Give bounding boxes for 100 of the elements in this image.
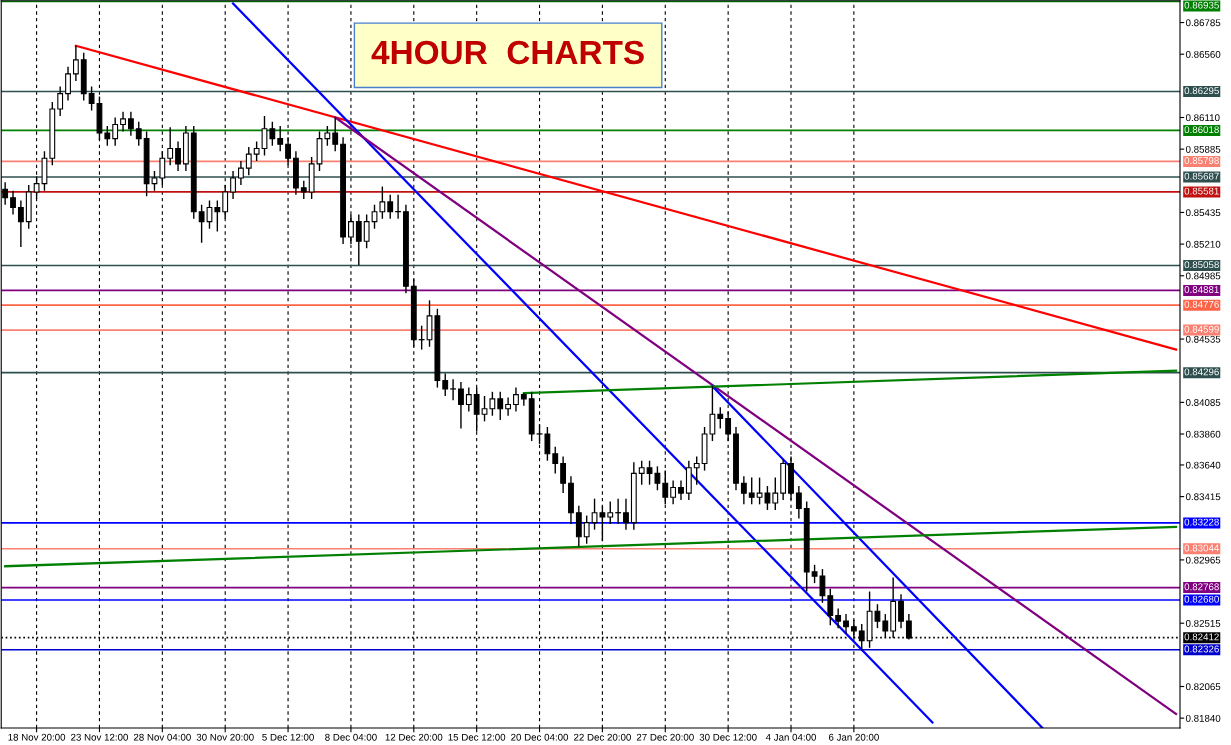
ref-line-label: 0.84599	[1184, 325, 1219, 333]
x-tick-label: 30 Dec 12:00	[699, 733, 757, 741]
x-tick-label: 8 Dec 04:00	[325, 733, 377, 741]
ref-line-label: 0.86935	[1184, 1, 1219, 9]
candlestick	[175, 140, 181, 172]
y-tick-label: 0.85435	[1185, 209, 1221, 217]
candlestick	[65, 66, 71, 102]
candlestick	[10, 189, 16, 216]
y-tick-label: 0.83415	[1185, 493, 1221, 501]
ref-line-label: 0.82680	[1184, 595, 1219, 603]
candlestick	[615, 498, 622, 525]
candlestick	[300, 180, 307, 200]
x-tick-label: 20 Dec 04:00	[511, 733, 569, 741]
candlestick	[678, 479, 684, 501]
candlestick	[748, 476, 755, 506]
ref-line-label: 0.83044	[1184, 544, 1220, 552]
ref-line-label: 0.84776	[1184, 300, 1219, 308]
y-tick-label: 0.86785	[1185, 19, 1221, 27]
candlestick	[583, 514, 590, 545]
candlestick	[238, 160, 244, 186]
ref-line-label: 0.84296	[1184, 368, 1219, 376]
candlestick	[72, 45, 79, 82]
candlestick	[442, 372, 449, 397]
candlestick	[127, 111, 134, 137]
x-tick-label: 28 Nov 04:00	[133, 733, 191, 741]
ref-line-label: 0.83228	[1184, 518, 1219, 526]
y-tick-label: 0.86110	[1185, 114, 1220, 122]
ref-line-label: 0.85687	[1184, 172, 1219, 180]
candlestick	[827, 588, 834, 627]
x-tick-label: 5 Dec 12:00	[262, 733, 314, 741]
candlestick	[363, 213, 370, 250]
ref-line-label: 0.86295	[1184, 87, 1219, 95]
x-tick-label: 6 Jan 20:00	[828, 733, 879, 741]
y-tick-label: 0.84985	[1185, 272, 1221, 280]
candlestick	[395, 194, 401, 220]
x-tick-label: 12 Dec 20:00	[385, 733, 443, 741]
y-tick-label: 0.85885	[1185, 145, 1221, 153]
candlestick	[497, 391, 504, 421]
candlestick	[458, 381, 464, 430]
x-tick-label: 18 Nov 20:00	[8, 733, 66, 741]
candlestick	[835, 607, 842, 629]
candlestick	[167, 126, 174, 167]
x-tick-label: 15 Dec 12:00	[448, 733, 506, 741]
candlestick	[269, 121, 276, 147]
candlestick	[450, 378, 457, 401]
candlestick	[104, 125, 111, 147]
candlestick	[670, 479, 677, 506]
ref-line-label: 0.86018	[1184, 126, 1219, 134]
text: 4HOUR CHARTS	[371, 40, 644, 65]
y-tick-label: 0.85210	[1185, 240, 1221, 248]
x-tick-label: 23 Nov 12:00	[71, 733, 128, 741]
candlestick	[740, 475, 747, 506]
ref-line-label: 0.85058	[1184, 261, 1219, 269]
y-tick-label: 0.82065	[1185, 683, 1221, 691]
candlestick	[795, 485, 802, 520]
candlestick	[575, 505, 582, 548]
candlestick	[57, 85, 64, 117]
x-tick-label: 4 Jan 04:00	[765, 733, 817, 741]
candlestick	[693, 455, 700, 486]
candlestick	[245, 146, 252, 176]
ref-line-label: 0.82768	[1184, 583, 1219, 591]
candlestick	[465, 386, 472, 413]
y-tick-label: 0.83640	[1185, 461, 1221, 469]
candlestick	[505, 396, 512, 417]
x-tick-label: 22 Dec 20:00	[573, 733, 631, 741]
candlestick	[418, 324, 425, 351]
candlestick	[552, 445, 559, 475]
ref-line-label: 0.85581	[1184, 187, 1219, 195]
candlestick	[17, 199, 24, 248]
y-tick-label: 0.84535	[1185, 335, 1221, 343]
candlestick	[898, 593, 904, 629]
candlestick	[843, 613, 849, 635]
candlestick	[112, 116, 119, 147]
y-tick-label: 0.81840	[1185, 714, 1221, 722]
candlestick	[623, 498, 629, 531]
ref-line-label: 0.85798	[1184, 157, 1219, 164]
candlestick	[560, 455, 567, 494]
candlestick	[513, 386, 519, 413]
ref-line-label: 0.84881	[1184, 286, 1219, 293]
y-tick-label: 0.83860	[1185, 430, 1221, 438]
ref-line-label: 0.82412	[1184, 633, 1219, 641]
candlestick	[214, 199, 221, 233]
y-tick-label: 0.84085	[1185, 399, 1221, 406]
candlestick	[607, 500, 614, 525]
candlestick	[277, 125, 284, 152]
candlestick	[120, 111, 126, 133]
y-tick-label: 0.82965	[1185, 556, 1221, 564]
x-tick-label: 27 Dec 20:00	[636, 733, 694, 741]
candlestick	[772, 476, 779, 511]
candlestick	[332, 116, 339, 152]
candlestick	[355, 213, 362, 266]
candlestick	[230, 170, 236, 200]
ref-line-label: 0.82326	[1184, 645, 1219, 653]
candlestick	[135, 121, 142, 147]
x-tick-label: 30 Nov 20:00	[196, 733, 254, 741]
candlestick	[717, 406, 724, 430]
candlestick	[638, 460, 645, 486]
candlestick	[387, 194, 394, 220]
y-tick-label: 0.82515	[1185, 619, 1221, 627]
y-tick-label: 0.86560	[1185, 50, 1221, 58]
